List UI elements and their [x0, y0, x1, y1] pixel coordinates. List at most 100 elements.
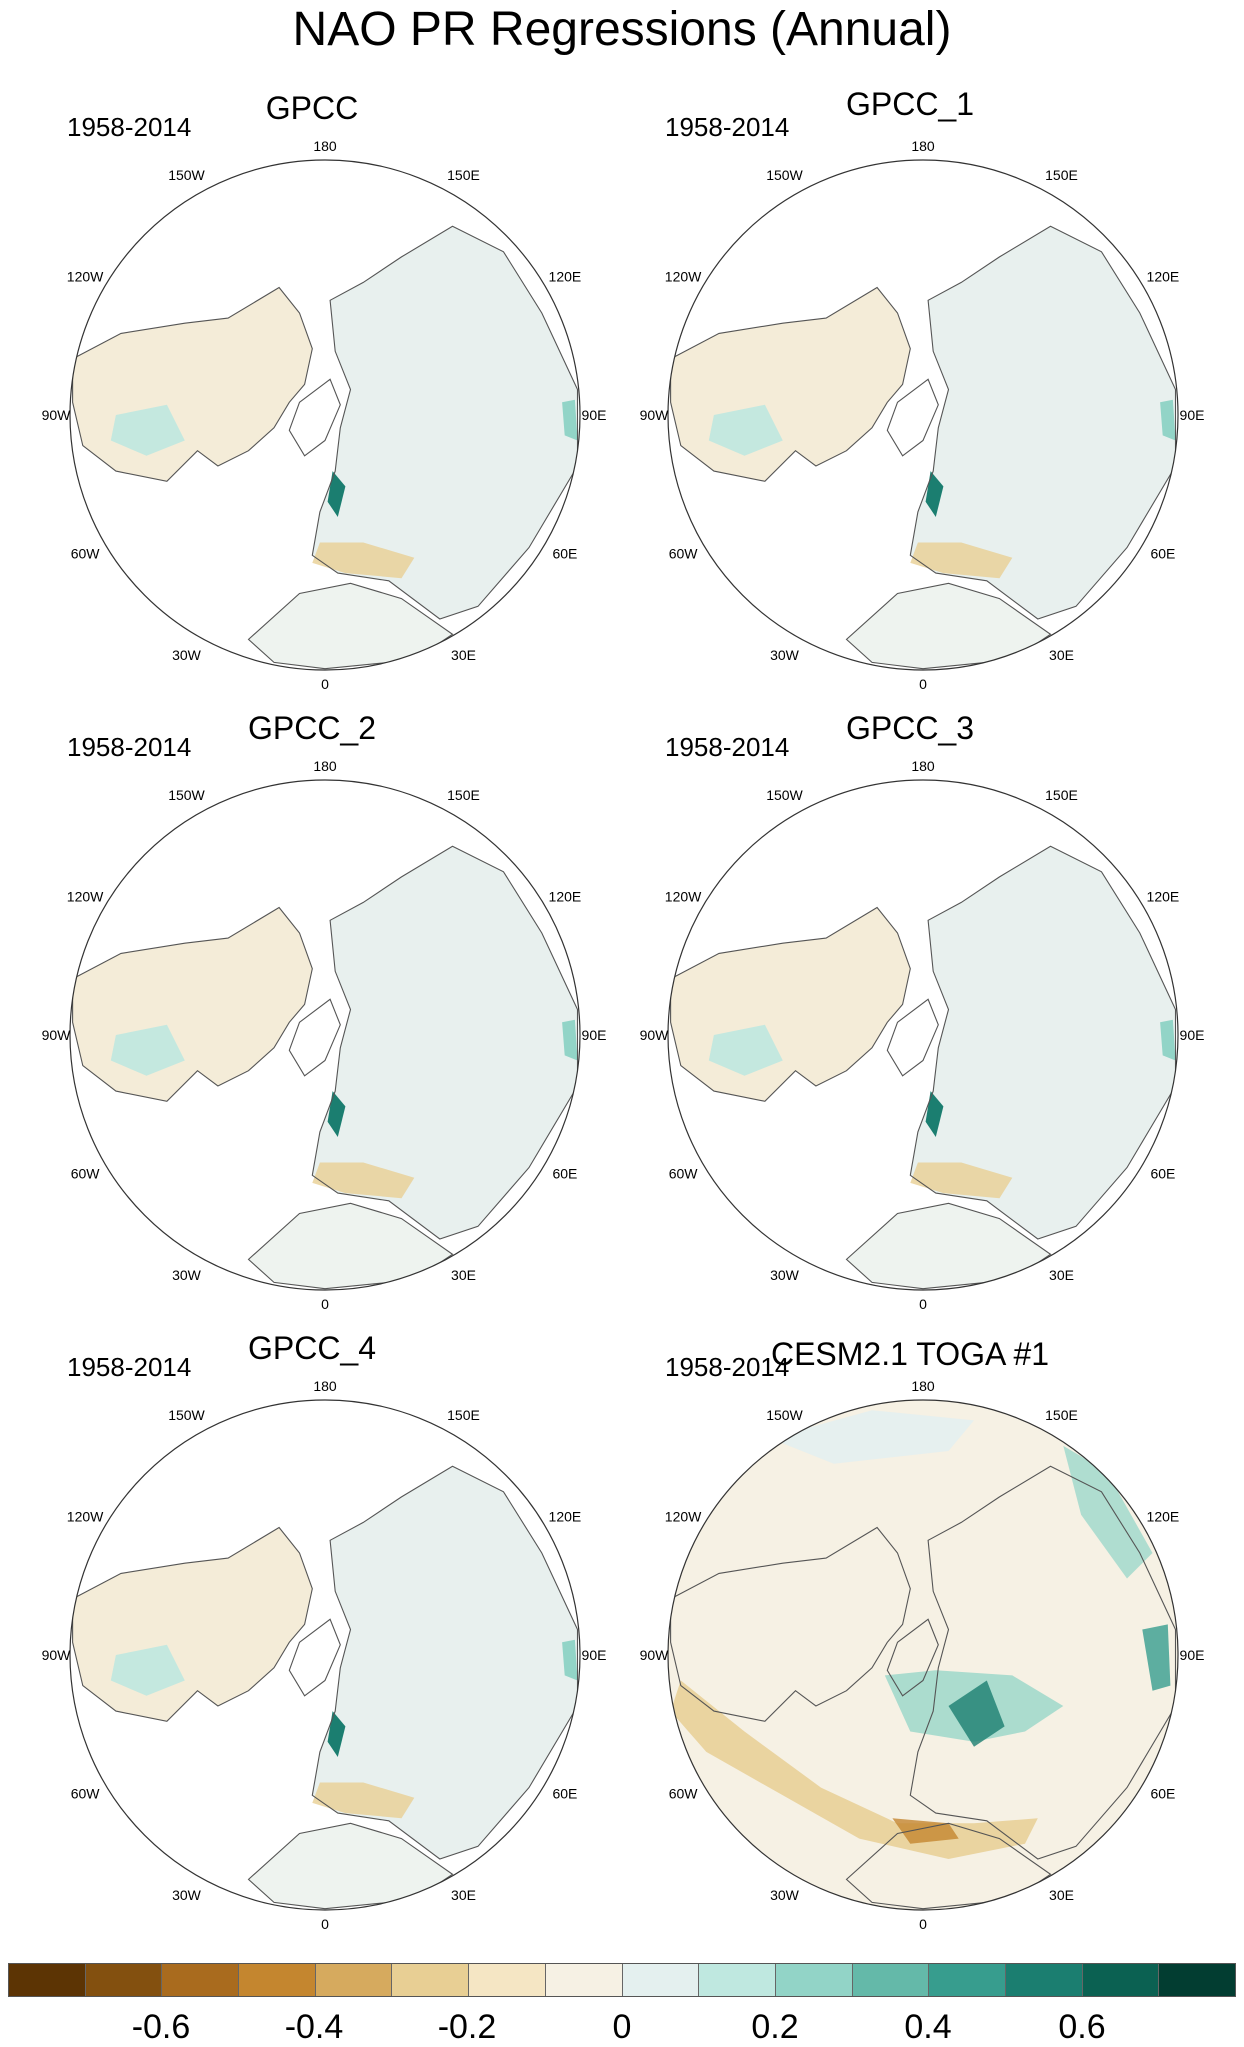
longitude-label: 30E	[451, 1887, 476, 1903]
longitude-label: 0	[919, 1296, 927, 1312]
polar-map: 180 150E 120E 90E 60E 30E 0 30W 60W 90W 120W 150W	[640, 138, 1205, 692]
longitude-label: 150E	[447, 787, 480, 803]
colorbar-swatch	[469, 1964, 546, 1996]
colorbar-label: -0.4	[284, 2008, 344, 2046]
map-panel-gpcc: 180 150E 120E 90E 60E 30E 0 30W 60W 90W 120W 150W G…	[32, 88, 607, 692]
longitude-label: 90E	[582, 1647, 607, 1663]
longitude-label: 60W	[669, 1786, 699, 1802]
polar-map: 180 150E 120E 90E 60E 30E 0 30W 60W 90W 120W 150W	[42, 138, 607, 692]
longitude-label: 60E	[1150, 1166, 1175, 1182]
longitude-label: 90E	[1180, 1027, 1205, 1043]
longitude-label: 30E	[451, 647, 476, 663]
figure-title: NAO PR Regressions (Annual)	[292, 3, 952, 56]
longitude-label: 120W	[665, 1509, 702, 1525]
longitude-label: 90E	[582, 1027, 607, 1043]
longitude-label: 120W	[67, 269, 104, 285]
longitude-label: 0	[321, 1916, 329, 1932]
polar-map: 180 150E 120E 90E 60E 30E 0 30W 60W 90W 120W 150W	[42, 758, 607, 1312]
longitude-label: 60W	[71, 546, 101, 562]
colorbar-label: -0.6	[131, 2008, 191, 2046]
map-panel-gpcc-3: 180 150E 120E 90E 60E 30E 0 30W 60W 90W 120W 150W G…	[630, 708, 1205, 1312]
colorbar-swatch	[85, 1964, 163, 1996]
longitude-label: 120W	[67, 889, 104, 905]
longitude-label: 30E	[451, 1267, 476, 1283]
map-panel-gpcc-2: 180 150E 120E 90E 60E 30E 0 30W 60W 90W 120W 150W G…	[32, 708, 607, 1312]
longitude-label: 120E	[1147, 269, 1180, 285]
colorbar-swatch	[852, 1964, 930, 1996]
longitude-label: 0	[321, 1296, 329, 1312]
longitude-label: 90W	[640, 1647, 670, 1663]
longitude-label: 120E	[549, 269, 582, 285]
panel-title: CESM2.1 TOGA #1	[770, 1336, 1050, 1372]
colorbar-swatches	[8, 1963, 1236, 1997]
panel-period: 1958-2014	[67, 732, 192, 762]
longitude-label: 60E	[1150, 1786, 1175, 1802]
colorbar-swatch	[1082, 1964, 1160, 1996]
panel-title: GPCC_4	[247, 1330, 377, 1366]
longitude-label: 150E	[1045, 1407, 1078, 1423]
longitude-label: 150E	[1045, 787, 1078, 803]
longitude-label: 90E	[1180, 1647, 1205, 1663]
polar-map: 180 150E 120E 90E 60E 30E 0 30W 60W 90W 120W 150W	[640, 758, 1205, 1312]
panel-title: GPCC_1	[845, 86, 975, 122]
colorbar-label: 0.4	[904, 2008, 952, 2046]
colorbar-swatch	[699, 1964, 776, 1996]
panel-period: 1958-2014	[665, 732, 790, 762]
longitude-label: 150W	[168, 167, 205, 183]
longitude-label: 30W	[172, 647, 202, 663]
longitude-label: 180	[313, 758, 337, 774]
longitude-label: 150W	[766, 167, 803, 183]
longitude-label: 90W	[42, 1647, 72, 1663]
longitude-label: 90W	[640, 1027, 670, 1043]
colorbar-swatch	[775, 1964, 853, 1996]
longitude-label: 60W	[669, 1166, 699, 1182]
panel-title: GPCC_3	[845, 710, 975, 746]
longitude-label: 30W	[172, 1267, 202, 1283]
map-panel-gpcc-4: 180 150E 120E 90E 60E 30E 0 30W 60W 90W 120W 150W G…	[32, 1328, 607, 1932]
longitude-label: 30E	[1049, 1267, 1074, 1283]
longitude-label: 120E	[1147, 1509, 1180, 1525]
colorbar: -0.6 -0.4 -0.2 0 0.2 0.4 0.6	[8, 1963, 1236, 2046]
longitude-label: 180	[911, 758, 935, 774]
longitude-label: 30W	[172, 1887, 202, 1903]
panel-period: 1958-2014	[665, 1352, 790, 1382]
longitude-label: 60E	[552, 1786, 577, 1802]
longitude-label: 90W	[42, 407, 72, 423]
longitude-label: 180	[313, 1378, 337, 1394]
map-panel-gpcc-1: 180 150E 120E 90E 60E 30E 0 30W 60W 90W 120W 150W G…	[630, 86, 1205, 692]
longitude-label: 30W	[770, 1887, 800, 1903]
longitude-label: 150W	[766, 1407, 803, 1423]
longitude-label: 150W	[168, 787, 205, 803]
longitude-label: 0	[321, 676, 329, 692]
longitude-label: 90E	[1180, 407, 1205, 423]
polar-map: 180 150E 120E 90E 60E 30E 0 30W 60W 90W 120W 150W	[640, 1378, 1205, 1932]
longitude-label: 0	[919, 676, 927, 692]
longitude-label: 60E	[552, 1166, 577, 1182]
longitude-label: 60W	[71, 1166, 101, 1182]
longitude-label: 90E	[582, 407, 607, 423]
colorbar-swatch	[392, 1964, 470, 1996]
colorbar-label: 0	[612, 2008, 632, 2046]
longitude-label: 60W	[669, 546, 699, 562]
panel-period: 1958-2014	[665, 112, 790, 142]
longitude-label: 150W	[766, 787, 803, 803]
longitude-label: 120W	[665, 889, 702, 905]
colorbar-swatch	[1005, 1964, 1083, 1996]
longitude-label: 120W	[67, 1509, 104, 1525]
colorbar-swatch	[929, 1964, 1006, 1996]
longitude-label: 150E	[1045, 167, 1078, 183]
longitude-label: 60E	[552, 546, 577, 562]
colorbar-swatch	[1159, 1964, 1235, 1996]
longitude-label: 120W	[665, 269, 702, 285]
longitude-label: 60E	[1150, 546, 1175, 562]
longitude-label: 120E	[1147, 889, 1180, 905]
longitude-label: 90W	[42, 1027, 72, 1043]
longitude-label: 180	[313, 138, 337, 154]
panel-period: 1958-2014	[67, 112, 192, 142]
longitude-label: 120E	[549, 1509, 582, 1525]
colorbar-swatch	[239, 1964, 316, 1996]
panel-title: GPCC_2	[247, 710, 377, 746]
longitude-label: 30W	[770, 1267, 800, 1283]
longitude-label: 150E	[447, 1407, 480, 1423]
colorbar-label: -0.2	[437, 2008, 497, 2046]
